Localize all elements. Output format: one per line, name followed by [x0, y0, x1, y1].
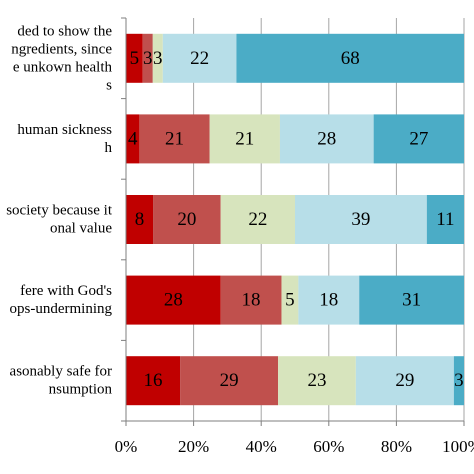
bar-segment: [236, 33, 464, 83]
bar-segment: [152, 33, 163, 83]
bar-segment: [453, 356, 464, 406]
bar-segment: [373, 114, 464, 164]
bar-segment: [180, 356, 279, 406]
segment-value-label: 22: [248, 209, 267, 230]
segment-value-label: 29: [395, 370, 414, 391]
axes: [121, 17, 465, 426]
bar-segment: [278, 356, 356, 406]
x-tick-label: 60%: [313, 437, 344, 456]
bar-segment: [126, 195, 154, 244]
segment-value-label: 22: [190, 48, 209, 69]
bar-segment: [355, 356, 454, 406]
category-label: ngredients, since: [11, 41, 112, 57]
bar-segment: [142, 33, 153, 83]
category-label: e unkown health: [13, 59, 113, 75]
category-label: asonably safe for: [10, 364, 112, 380]
segment-value-label: 18: [242, 290, 261, 311]
bars: [126, 33, 464, 406]
segment-value-label: 29: [220, 370, 239, 391]
segment-value-label: 4: [128, 128, 138, 149]
bar-segment: [139, 114, 210, 164]
segment-value-label: 27: [409, 128, 428, 149]
segment-value-label: 3: [143, 48, 153, 69]
bar-segment: [126, 356, 181, 406]
bar-segment: [209, 114, 280, 164]
bar-segment: [126, 275, 221, 325]
category-label: onal value: [50, 221, 112, 237]
category-label: ops-undermining: [10, 301, 113, 317]
category-label: human sickness: [17, 122, 112, 138]
segment-value-label: 8: [135, 209, 145, 230]
segment-value-label: 20: [177, 209, 196, 230]
segment-value-label: 28: [164, 290, 183, 311]
category-labels: ded to show the ngredients, since e unkown…: [6, 23, 113, 397]
bar-segment: [298, 275, 360, 325]
bar-segment: [220, 195, 295, 244]
segment-value-label: 3: [454, 370, 464, 391]
segment-value-label: 5: [285, 290, 295, 311]
x-tick-label: 40%: [246, 437, 277, 456]
bar-segment: [153, 195, 221, 244]
bar-segment: [162, 33, 237, 83]
bar-segment: [126, 33, 143, 83]
category-label: s: [106, 77, 112, 93]
segment-value-label: 68: [341, 48, 360, 69]
bar-segment: [295, 195, 427, 244]
segment-value-label: 21: [165, 128, 184, 149]
segment-value-label: 31: [402, 290, 421, 311]
segment-value-label: 21: [235, 128, 254, 149]
bar-segment: [426, 195, 464, 244]
category-label: fere with God's: [20, 283, 112, 299]
bar-segment: [281, 275, 299, 325]
x-tick-label: 100%: [442, 437, 474, 456]
segment-value-label: 3: [153, 48, 163, 69]
segment-value-label: 11: [436, 209, 454, 230]
category-label: h: [105, 140, 113, 156]
segment-value-label: 5: [130, 48, 140, 69]
bar-segment: [220, 275, 282, 325]
bar-segment: [126, 114, 140, 164]
category-label: nsumption: [49, 382, 113, 398]
bar-segment: [279, 114, 374, 164]
x-tick-label: 20%: [178, 437, 209, 456]
segment-value-label: 28: [317, 128, 336, 149]
segment-value-label: 39: [351, 209, 370, 230]
category-label: society because it: [6, 203, 113, 219]
bar-segment: [359, 275, 464, 325]
x-tick-label: 0%: [115, 437, 138, 456]
segment-value-label: 16: [144, 370, 163, 391]
x-tick-labels: 0% 20% 40% 60% 80% 100%: [115, 437, 474, 456]
segment-value-label: 18: [319, 290, 338, 311]
x-tick-label: 80%: [381, 437, 412, 456]
category-label: ded to show the: [17, 23, 112, 39]
segment-value-label: 23: [307, 370, 326, 391]
